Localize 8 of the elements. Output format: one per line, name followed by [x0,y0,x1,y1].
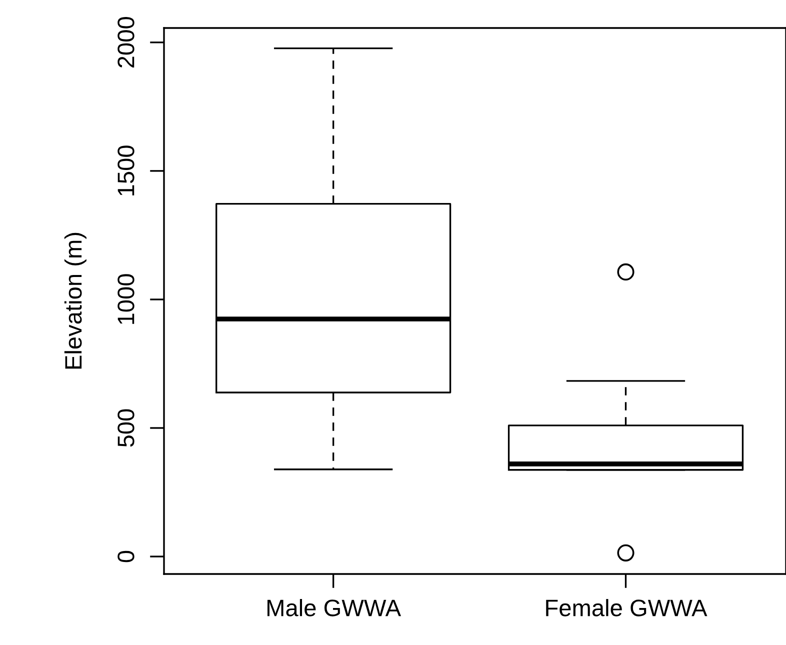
y-tick-label: 1500 [118,146,134,196]
x-tick-label: Female GWWA [546,599,708,616]
y-axis-title: Elevation (m) [64,232,86,369]
y-tick-label: 500 [118,409,134,447]
x-tick-label: Male GWWA [267,599,402,616]
y-tick-label: 2000 [118,17,134,68]
y-tick-label: 0 [118,550,134,562]
y-tick-label: 1000 [118,274,134,324]
